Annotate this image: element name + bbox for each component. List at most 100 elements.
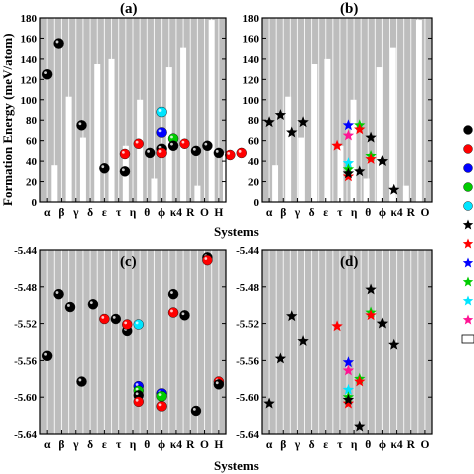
bar (180, 47, 187, 203)
x-tick-label: α (266, 439, 273, 451)
bar (285, 96, 292, 202)
ball-point (53, 38, 64, 49)
star-point (354, 420, 366, 432)
ball-highlight (135, 321, 139, 325)
panel-b: 0 20 40 60 80 100 120 140 160 180 α β γ δ ε τ η θ ϕ κ4 R O (… (243, 1, 433, 219)
panel-a-bars (51, 20, 230, 203)
legend-bar (461, 334, 474, 344)
ball-point (110, 313, 122, 325)
bar (376, 67, 383, 202)
panel-a-yaxis: 0 20 40 60 80 100 120 140 160 180 (21, 13, 226, 209)
ball-point (41, 69, 53, 80)
legend-ball (463, 144, 473, 154)
x-tick-label: ε (323, 207, 328, 219)
ball-point (64, 301, 76, 313)
panel-b-frame (261, 17, 433, 203)
star-point (388, 183, 400, 195)
bar (311, 64, 318, 202)
x-tick-label: γ (72, 207, 79, 219)
bar (208, 20, 215, 202)
star-point (297, 116, 309, 128)
star-point (376, 155, 389, 166)
ball-highlight (135, 383, 139, 386)
bar (65, 96, 72, 202)
x-tick-label: η (351, 439, 358, 451)
ball-point (53, 288, 64, 300)
ball-point (87, 299, 99, 310)
ball-highlight (227, 151, 231, 155)
ball-highlight (121, 168, 125, 172)
legend-star (462, 276, 474, 287)
star-point (354, 165, 366, 177)
ball-point (167, 140, 179, 151)
x-tick-label: H (214, 439, 223, 451)
ball-highlight (158, 129, 162, 133)
ball-highlight (44, 71, 47, 75)
bar (389, 47, 396, 203)
panel-d-yaxis: -5.64 -5.60 -5.56 -5.52 -5.48 -5.44 (236, 245, 432, 441)
ball-highlight (124, 321, 128, 325)
ball-point (213, 147, 225, 159)
star-point (365, 153, 377, 164)
legend-ball (463, 201, 473, 211)
y-tick-label: -5.64 (236, 429, 259, 441)
y-tick-label: 120 (243, 74, 260, 86)
bar (51, 165, 58, 202)
y-tick-label: 100 (243, 95, 260, 107)
panel-c-label: (c) (120, 254, 137, 270)
ball-point (167, 288, 179, 300)
x-tick-label: γ (72, 439, 79, 451)
star-point (365, 309, 377, 321)
ball-highlight (158, 403, 162, 407)
x-tick-label: κ4 (170, 207, 182, 219)
ball-point (202, 254, 213, 266)
ball-highlight (78, 122, 82, 126)
x-tick-label: η (130, 207, 137, 219)
panel-d-xaxis: α β γ δ ε τ η θ ϕ κ4 R O (266, 430, 429, 451)
panel-b-points (263, 109, 400, 195)
ball-point (144, 147, 156, 159)
y-tick-label: 80 (26, 115, 38, 127)
legend-star (462, 238, 474, 249)
legend-star (462, 257, 474, 268)
ball-highlight (181, 140, 185, 144)
x-tick-label: γ (294, 439, 301, 451)
star-point (342, 167, 355, 179)
bar (108, 58, 115, 203)
panel-a-xaxis: α β γ δ ε τ η θ ϕ κ4 R O H (44, 198, 223, 219)
y-tick-label: 40 (26, 156, 38, 168)
ball-point (213, 379, 225, 390)
ball-highlight (170, 309, 173, 313)
x-tick-label: β (58, 207, 64, 219)
ball-highlight (158, 149, 162, 153)
x-tick-label: δ (87, 207, 93, 219)
ball-point (76, 120, 87, 131)
star-point (331, 320, 343, 332)
y-tick-label: 0 (32, 197, 38, 209)
panel-c-yaxis: -5.64 -5.60 -5.56 -5.52 -5.48 -5.44 (14, 245, 226, 441)
star-point (342, 393, 355, 405)
x-tick-label: R (407, 207, 416, 219)
bar (298, 137, 305, 202)
ball-point (156, 147, 167, 159)
ball-highlight (135, 392, 139, 396)
ball-point (99, 163, 110, 174)
legend-ball (463, 125, 473, 135)
x-tick-label: R (186, 439, 195, 451)
y-tick-label: -5.52 (236, 319, 259, 331)
x-tick-label: β (280, 439, 286, 451)
x-tick-label: R (407, 439, 416, 451)
ball-point (156, 106, 167, 118)
x-tick-label: δ (309, 207, 315, 219)
star-point (286, 126, 298, 138)
x-tick-label: α (266, 207, 273, 219)
panel-a-label: (a) (120, 1, 138, 17)
ball-point (179, 138, 190, 149)
ball-highlight (55, 40, 59, 44)
star-point (365, 131, 377, 143)
star-point (263, 397, 275, 409)
ball-point (119, 148, 131, 160)
y-tick-label: 140 (21, 54, 38, 66)
ball-highlight (101, 165, 105, 169)
bar (94, 64, 101, 202)
